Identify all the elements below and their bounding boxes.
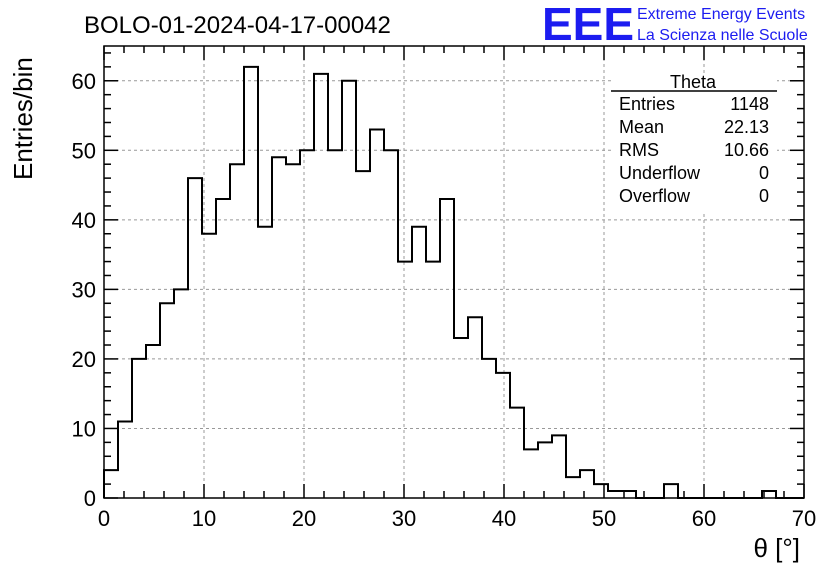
histogram-bin [608,491,622,498]
histogram-bin [580,470,594,498]
stats-value: 0 [759,163,769,183]
stats-value: 22.13 [724,117,769,137]
histogram-bin [230,164,244,498]
x-tick-label: 50 [592,506,616,531]
histogram-bin [328,150,342,498]
x-tick-label: 30 [392,506,416,531]
histogram-bin [426,262,440,498]
x-tick-label: 10 [192,506,216,531]
y-tick-label: 20 [72,347,96,372]
histogram-bin [454,338,468,498]
histogram-bin [496,373,510,498]
histogram-bin [272,157,286,498]
stats-label: Overflow [619,186,691,206]
histogram-bin [524,449,538,498]
stats-value: 10.66 [724,140,769,160]
histogram-bin [286,164,300,498]
histogram-bin [216,199,230,498]
x-tick-label: 0 [98,506,110,531]
histogram-bin [174,289,188,498]
histogram-bin [594,484,608,498]
stats-label: Entries [619,94,675,114]
histogram-bin [258,227,272,498]
run-title: BOLO-01-2024-04-17-00042 [84,12,391,39]
histogram-bin [314,74,328,498]
y-tick-label: 0 [84,486,96,511]
x-tick-label: 20 [292,506,316,531]
histogram-bin [146,345,160,498]
stats-value: 0 [759,186,769,206]
stats-box-name: Theta [670,72,717,92]
y-tick-label: 50 [72,138,96,163]
tick-labels: 0 10 20 30 40 50 60 70 0 10 20 30 40 50 60 [72,69,817,531]
stats-box-background [611,73,777,213]
logo-line-2: La Scienza nelle Scuole [637,27,808,44]
y-tick-label: 30 [72,277,96,302]
stats-value: 1148 [730,94,769,114]
histogram-bin [244,67,258,498]
logo-line-1: Extreme Energy Events [637,6,805,23]
histogram-bin [468,317,482,498]
histogram-bin [160,303,174,498]
stats-label: Underflow [619,163,701,183]
y-tick-label: 60 [72,69,96,94]
histogram-bin [370,129,384,498]
logo-mark: EEE [542,0,634,50]
histogram-bin [300,150,314,498]
stats-label: RMS [619,140,659,160]
histogram-bin [398,262,412,498]
y-tick-label: 40 [72,208,96,233]
axis-ticks [103,46,805,499]
stats-label: Mean [619,117,664,137]
histogram-bin [566,477,580,498]
x-tick-label: 70 [792,506,816,531]
histogram-bin [664,484,678,498]
histogram-bin [440,199,454,498]
stats-box: Theta Entries 1148 Mean 22.13 RMS 10.66 Underf… [611,72,777,213]
histogram-bin [510,408,524,498]
histogram-bin [552,435,566,498]
x-axis-title: θ [°] [753,533,800,563]
histogram-bin [118,422,132,498]
stats-rows: Entries 1148 Mean 22.13 RMS 10.66 Underflow 0 Ov… [619,94,769,206]
x-tick-label: 60 [692,506,716,531]
x-tick-label: 40 [492,506,516,531]
plot-frame [103,45,805,499]
histogram-bin [188,178,202,498]
histogram-bin [384,150,398,498]
histogram-bin [538,442,552,498]
histogram-bin [412,227,426,498]
y-tick-label: 10 [72,416,96,441]
y-axis-title: Entries/bin [8,57,38,180]
